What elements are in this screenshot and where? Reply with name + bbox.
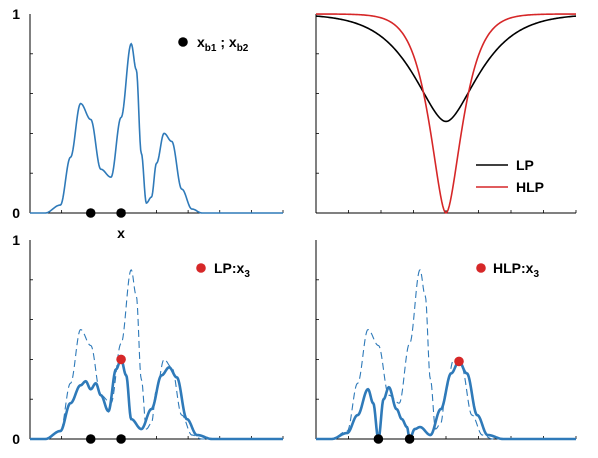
- legend-text: LP:x3​: [214, 260, 250, 280]
- y-tick-label-min: 0: [12, 205, 20, 221]
- legend-subscript: 3: [244, 269, 250, 280]
- legend-subscript: b1: [205, 43, 217, 54]
- series-line-solid: [30, 42, 283, 214]
- series-line-solid-thick: [30, 357, 283, 441]
- legend-label-lp: LP: [516, 157, 534, 173]
- series-hlp-line: [316, 13, 576, 215]
- data-marker-point: [404, 434, 415, 444]
- legend-subscript: b2: [237, 43, 249, 54]
- legend-marker: [196, 263, 206, 273]
- legend-text-part: HLP:x: [493, 260, 534, 276]
- data-marker-point: [373, 434, 384, 444]
- panel-top-right: LP HLP: [315, 13, 577, 215]
- data-marker-point: [116, 434, 126, 444]
- legend-text-part: x: [197, 34, 205, 50]
- legend-text-part: LP:x: [214, 260, 245, 276]
- series-line-solid-thick: [316, 360, 576, 443]
- legend-marker: [476, 263, 486, 273]
- data-marker-point: [116, 208, 126, 218]
- legend-text-part: ; x: [216, 34, 236, 50]
- y-tick-label-max: 1: [12, 232, 20, 248]
- series-line-dashed: [30, 268, 283, 440]
- series-lp-line: [315, 15, 577, 123]
- data-marker-point: [85, 208, 96, 218]
- data-marker-point: [85, 434, 96, 444]
- data-marker-point: [116, 354, 126, 365]
- legend-text: xb1​ ; xb2​: [197, 34, 249, 54]
- y-tick-label-max: 1: [12, 6, 20, 22]
- panel-bottom-left: 0 1 LP:x3​: [12, 232, 284, 447]
- y-tick-label-min: 0: [12, 431, 20, 447]
- series-line-dashed: [316, 268, 576, 440]
- legend-subscript: 3: [533, 269, 539, 280]
- legend-marker: [178, 37, 188, 47]
- panel-bottom-right: HLP:x3​: [315, 240, 577, 444]
- data-marker-point: [454, 356, 464, 367]
- x-axis-label: x: [117, 225, 125, 241]
- legend-label-hlp: HLP: [516, 179, 544, 195]
- legend-text: HLP:x3​: [493, 260, 539, 280]
